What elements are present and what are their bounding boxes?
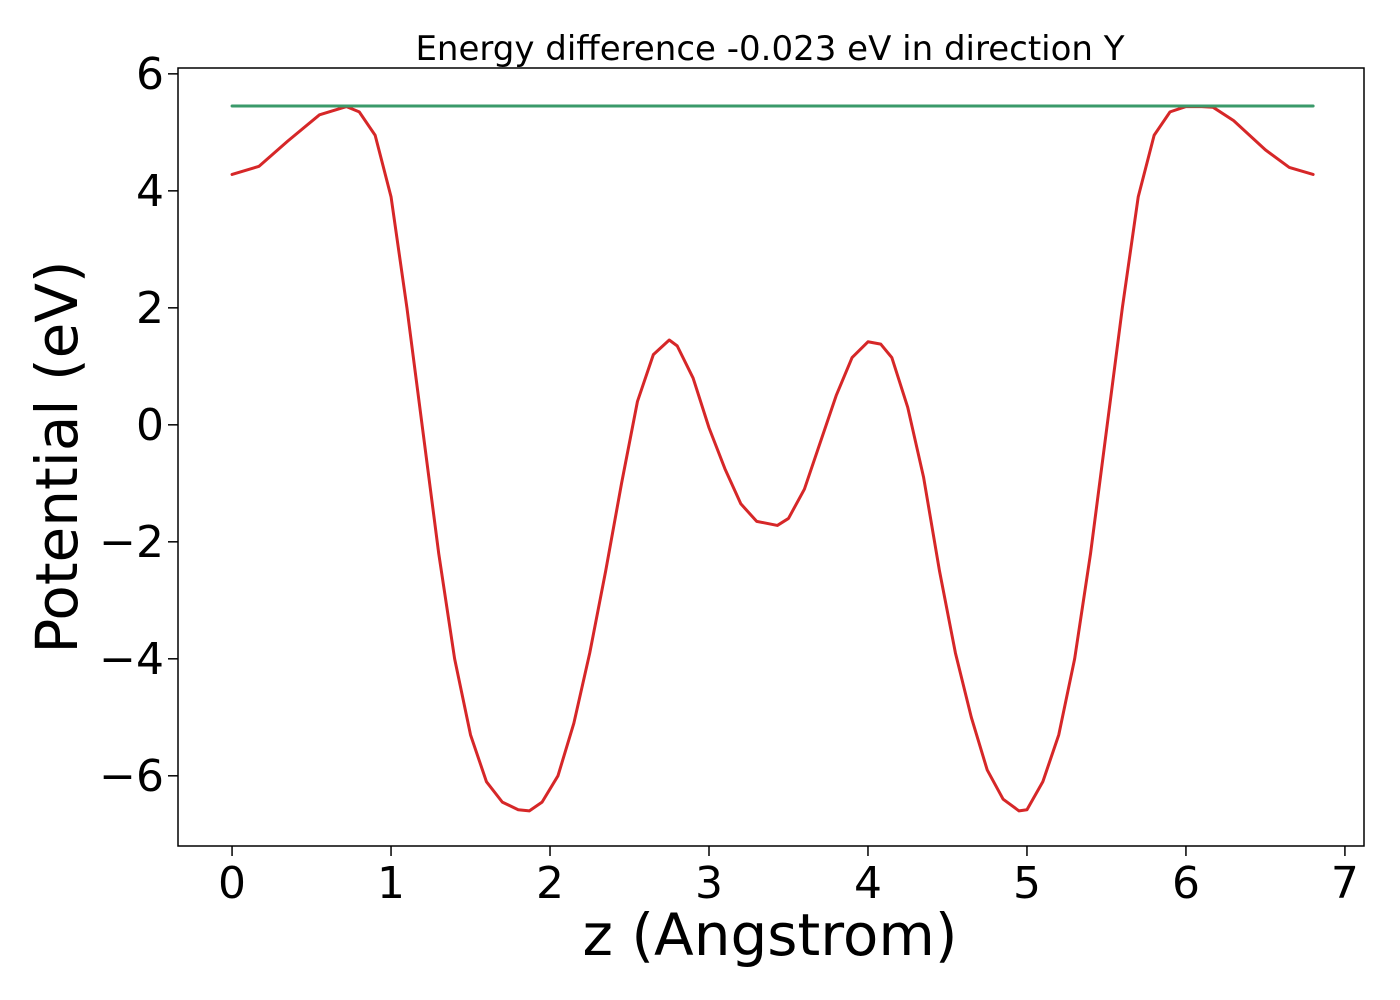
plot-area (177, 67, 1365, 847)
y-tick-label: −6 (99, 751, 164, 802)
x-tick-label: 4 (854, 858, 882, 909)
y-tick-label: 6 (136, 49, 164, 100)
y-axis: −6 −4 −2 0 2 4 6 (99, 49, 178, 802)
x-tick-label: 6 (1172, 858, 1200, 909)
x-tick-label: 1 (377, 858, 405, 909)
chart-title: Energy difference -0.023 eV in direction… (415, 29, 1124, 69)
x-tick-label: 2 (536, 858, 564, 909)
x-tick-label: 7 (1331, 858, 1359, 909)
series-layer (230, 104, 1315, 813)
y-tick-label: 0 (136, 400, 164, 451)
x-tick-label: 5 (1013, 858, 1041, 909)
y-tick-label: −2 (99, 517, 164, 568)
y-tick-label: −4 (99, 634, 164, 685)
y-tick-label: 4 (136, 166, 164, 217)
y-tick-label: 2 (136, 283, 164, 334)
plot-frame (177, 67, 1365, 847)
x-tick-label: 3 (695, 858, 723, 909)
x-axis-label: z (Angstrom) (583, 901, 958, 969)
y-axis-label: Potential (eV) (23, 260, 91, 653)
potential-curve (230, 105, 1315, 813)
x-tick-label: 0 (218, 858, 246, 909)
x-axis: 0 1 2 3 4 5 6 7 (218, 846, 1359, 909)
